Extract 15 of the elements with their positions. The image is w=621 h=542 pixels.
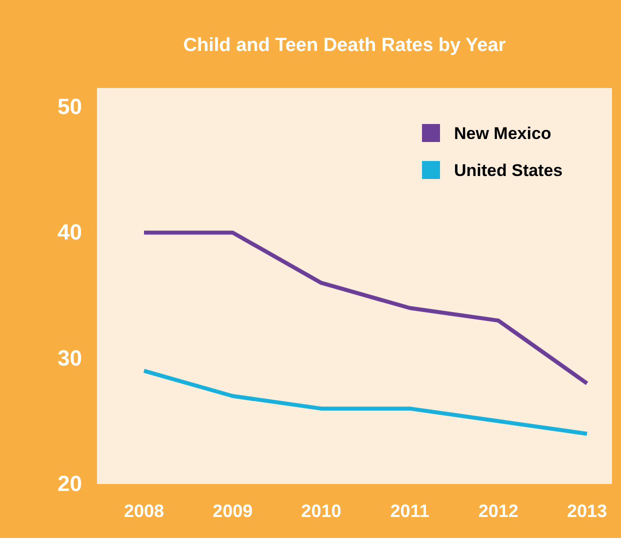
y-tick-label: 20 (58, 471, 82, 496)
x-tick-label: 2010 (301, 500, 342, 521)
y-tick-label: 50 (58, 94, 82, 119)
legend-label: United States (454, 161, 563, 180)
y-tick-label: 40 (58, 220, 82, 245)
x-tick-label: 2009 (212, 500, 253, 521)
line-series (142, 368, 589, 436)
x-tick-label: 2008 (124, 500, 164, 521)
legend-label: New Mexico (454, 124, 552, 143)
x-tick-label: 2013 (566, 500, 608, 521)
line-series (142, 230, 589, 386)
y-tick-label: 30 (58, 345, 82, 370)
x-tick-label: 2012 (478, 500, 518, 521)
chart-title: Child and Teen Death Rates by Year (183, 35, 506, 56)
x-tick-label: 2011 (390, 500, 430, 521)
